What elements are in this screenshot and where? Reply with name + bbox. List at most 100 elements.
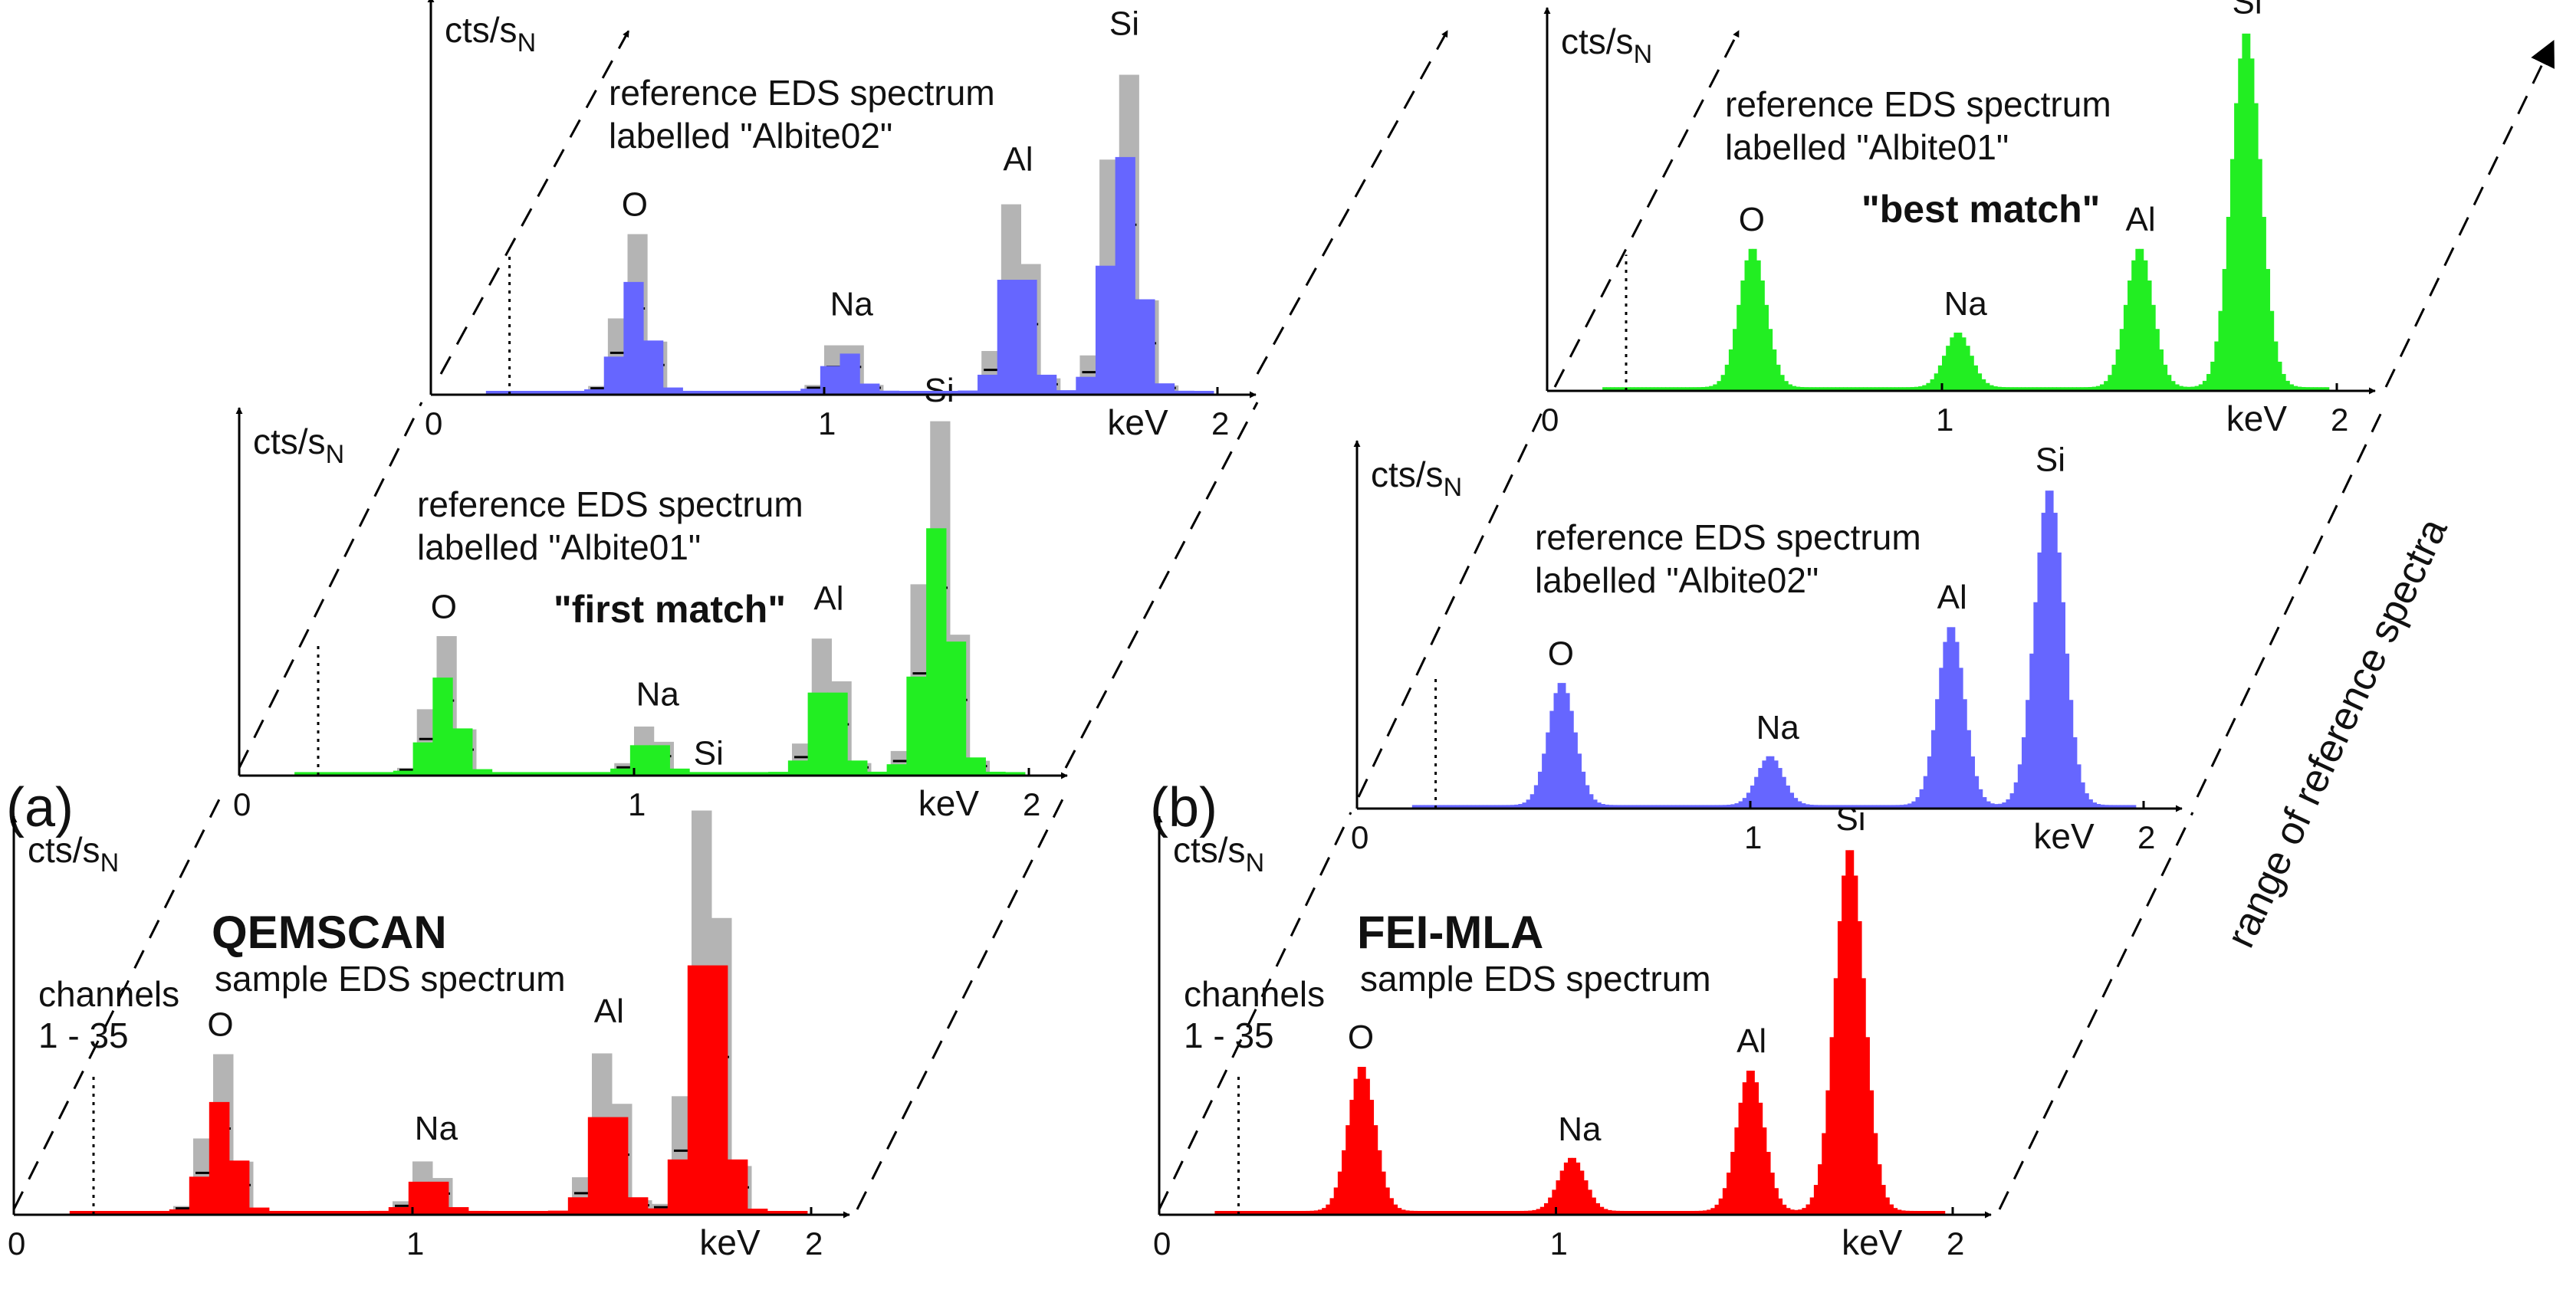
spectrum-bar <box>1953 333 1959 391</box>
spectrum-bar <box>1832 805 1838 809</box>
spectrum-bar <box>1528 1210 1533 1215</box>
spectrum-bar <box>1644 805 1649 809</box>
x-tick-label: 2 <box>2331 402 2348 438</box>
spectrum-bar <box>859 383 880 395</box>
spectrum-bar <box>1752 248 1757 391</box>
spectrum-bar <box>2088 799 2093 809</box>
spectrum-bar <box>1801 803 1806 809</box>
spectrum-bar <box>1349 1100 1355 1215</box>
spectrum-bar <box>1596 802 1602 809</box>
spectrum-bar <box>1671 805 1677 809</box>
spectrum-bar <box>1616 805 1622 809</box>
spectrum-bar <box>1242 1211 1247 1215</box>
spectrum-bar <box>1888 805 1893 809</box>
peak-label-o: O <box>207 1006 233 1044</box>
spectrum-bar <box>1924 1210 1930 1215</box>
spectrum-bar <box>1855 387 1860 391</box>
spectrum-bar <box>1302 1210 1307 1215</box>
spectrum-bar <box>747 1209 768 1215</box>
spectrum-bar <box>228 1160 250 1215</box>
spectrum-bar <box>1895 805 1901 809</box>
spectrum-bar <box>1885 1197 1890 1215</box>
spectrum-bar <box>767 1210 788 1215</box>
spectrum-bar <box>1677 387 1682 391</box>
peak-label-al: Al <box>2126 201 2156 238</box>
spectrum-subtitle: sample EDS spectrum <box>1360 959 1711 999</box>
spectrum-bar <box>1756 260 1761 391</box>
spectrum-bar <box>1293 1210 1299 1215</box>
spectrum-bar <box>1496 1211 1501 1215</box>
x-tick-label: 1 <box>818 405 836 441</box>
spectrum-bar <box>1557 683 1562 809</box>
spectrum-bar <box>1807 387 1812 391</box>
y-axis-label: cts/sN <box>253 422 344 469</box>
spectrum-bar <box>1333 1187 1339 1215</box>
spectrum-bar <box>1768 329 1773 391</box>
x-axis-label: keV <box>699 1222 761 1262</box>
spectrum-bar <box>1282 1211 1287 1215</box>
x-tick-label: 0 <box>1153 1225 1171 1262</box>
spectrum-bar <box>1940 1211 1946 1215</box>
spectrum-bar <box>2321 387 2326 391</box>
spectrum-bar <box>787 760 809 776</box>
spectrum-bar <box>1946 346 1950 391</box>
spectrum-bar <box>1917 1210 1922 1215</box>
spectrum-bar <box>1717 381 1722 391</box>
spectrum-bar <box>1537 771 1543 809</box>
spectrum-bar <box>768 772 789 776</box>
spectrum-bar <box>1424 805 1428 809</box>
spectrum-bar <box>1459 805 1464 809</box>
spectrum-bar <box>2139 248 2144 391</box>
spectrum-bar <box>1886 387 1891 391</box>
spectrum-bar <box>1853 875 1858 1215</box>
reference-subtitle: labelled "Albite01" <box>417 527 701 567</box>
spectrum-bar <box>511 772 532 776</box>
spectrum-bar <box>847 760 868 776</box>
spectrum-bar <box>1530 794 1535 809</box>
spectrum-bar <box>1658 387 1662 391</box>
spectrum-bar <box>1663 1211 1668 1215</box>
spectrum-bar <box>1381 1171 1386 1215</box>
spectrum-bar <box>2100 804 2105 809</box>
spectrum-bar <box>2009 387 2014 391</box>
spectrum-bar <box>1393 1204 1398 1215</box>
spectrum-bar <box>1599 1206 1605 1215</box>
spectrum-bar <box>1769 756 1775 809</box>
spectrum-bar <box>1076 376 1096 395</box>
spectrum-bar <box>2301 386 2306 391</box>
spectrum-bar <box>505 391 526 395</box>
spectrum-bar <box>1583 1180 1589 1215</box>
spectrum-bar <box>2115 349 2121 391</box>
spectrum-bar <box>1536 1209 1541 1215</box>
spectrum-bar <box>1623 1210 1628 1215</box>
spectrum-bar <box>1559 1170 1565 1215</box>
spectrum-bar <box>1648 805 1653 809</box>
spectrum-bar <box>662 387 683 395</box>
spectrum-bar <box>472 769 493 776</box>
spectrum-bar <box>1468 1211 1474 1215</box>
spectrum-bar <box>288 1210 310 1215</box>
spectrum-bar <box>1492 1211 1497 1215</box>
spectrum-bar <box>468 1210 489 1215</box>
spectrum-bar <box>1746 792 1751 809</box>
spectrum-bar <box>1950 337 1955 391</box>
x-tick-label: 1 <box>406 1225 424 1262</box>
spectrum-bar <box>1569 710 1574 809</box>
spectrum-bar <box>1769 1173 1775 1215</box>
spectrum-bar <box>1882 387 1888 391</box>
spectrum-bar <box>2143 260 2148 391</box>
spectrum-bar <box>2057 552 2062 809</box>
spectrum-bar <box>1710 1208 1716 1215</box>
spectrum-bar <box>2116 805 2121 809</box>
spectrum-bar <box>1738 801 1743 809</box>
spectrum-bar <box>1864 805 1869 809</box>
spectrum-bar <box>1842 875 1846 1215</box>
spectrum-bar <box>1762 760 1767 809</box>
spectrum-bar <box>1734 1127 1740 1215</box>
spectrum-bar <box>1889 1204 1894 1215</box>
spectrum-bar <box>1727 804 1731 809</box>
spectrum-bar <box>1615 1210 1620 1215</box>
spectrum-bar <box>1679 805 1684 809</box>
spectrum-bar <box>1377 1150 1382 1215</box>
